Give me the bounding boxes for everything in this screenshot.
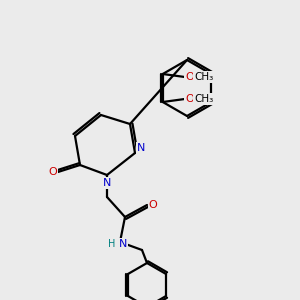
Text: N: N — [137, 143, 145, 153]
Text: O: O — [185, 72, 194, 82]
Text: N: N — [119, 239, 127, 249]
Text: O: O — [148, 200, 158, 210]
Text: O: O — [49, 167, 57, 177]
Text: N: N — [103, 178, 111, 188]
Text: CH₃: CH₃ — [194, 72, 213, 82]
Text: CH₃: CH₃ — [194, 94, 213, 104]
Text: H: H — [108, 239, 116, 249]
Text: O: O — [185, 94, 194, 104]
